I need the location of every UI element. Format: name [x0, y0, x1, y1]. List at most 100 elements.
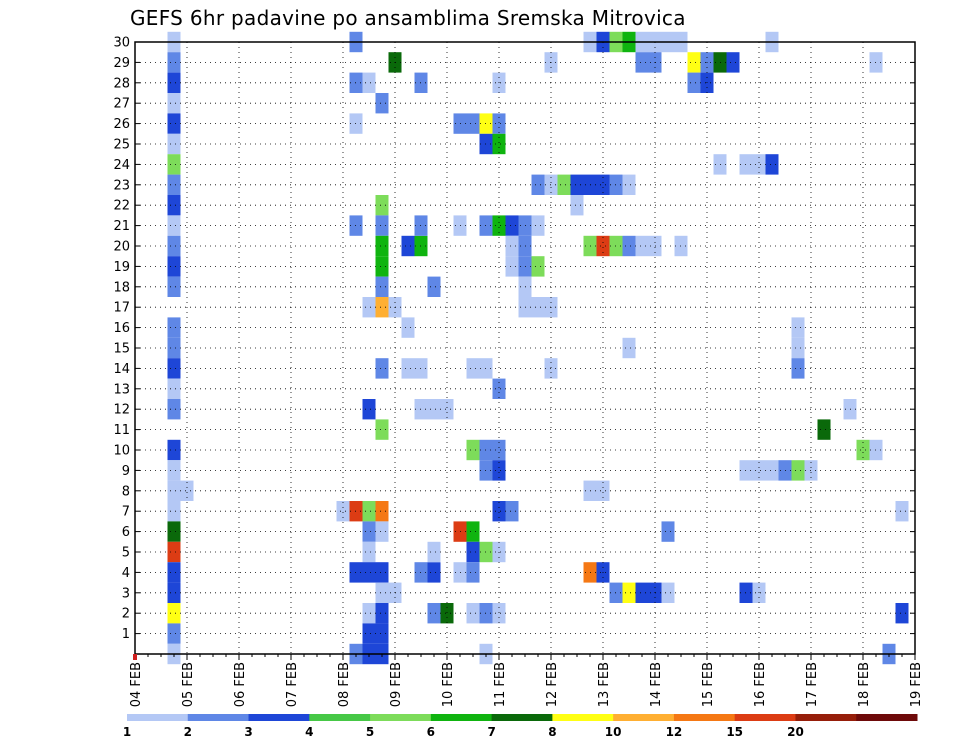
y-tick-label: 30 — [113, 36, 130, 51]
colorbar-swatch — [491, 714, 553, 721]
y-tick-label: 13 — [113, 382, 130, 397]
heatmap-cell — [362, 501, 376, 522]
heatmap-cell — [167, 480, 181, 501]
heatmap-cell — [167, 378, 181, 399]
heatmap-cell — [856, 439, 870, 461]
colorbar-swatch — [127, 714, 189, 721]
x-tick-label: 17 FEB — [805, 662, 820, 707]
y-axis: 1234567891011121314151617181920212223242… — [113, 36, 915, 642]
colorbar-label: 6 — [427, 725, 435, 739]
heatmap-cell — [765, 154, 779, 175]
heatmap-cell — [466, 541, 480, 563]
x-tick-label: 05 FEB — [181, 662, 196, 707]
y-tick-label: 29 — [113, 56, 130, 71]
heatmap-cell — [167, 582, 181, 603]
heatmap-cell — [167, 541, 181, 563]
heatmap-cell — [726, 52, 740, 73]
heatmap-cell — [401, 358, 415, 379]
heatmap-cell — [362, 623, 376, 644]
heatmap-cell — [661, 521, 675, 542]
heatmap-cell — [167, 154, 181, 175]
y-tick-label: 21 — [113, 219, 130, 234]
heatmap-cell — [167, 501, 181, 522]
colorbar-label: 5 — [366, 725, 374, 739]
heatmap-cell — [622, 174, 636, 195]
colorbar-swatch — [734, 714, 796, 721]
heatmap-cells — [167, 31, 909, 665]
heatmap-cell — [375, 603, 389, 624]
heatmap-cell — [427, 276, 441, 297]
heatmap-cell — [596, 174, 610, 195]
heatmap-cell — [492, 460, 506, 481]
heatmap-cell — [622, 337, 636, 359]
x-tick-label: 15 FEB — [701, 662, 716, 707]
heatmap-cell — [167, 93, 181, 114]
heatmap-cell — [895, 603, 909, 624]
heatmap-cell — [466, 439, 480, 461]
x-tick-label: 18 FEB — [857, 662, 872, 707]
x-tick-label: 14 FEB — [649, 662, 664, 707]
heatmap-cell — [375, 297, 389, 318]
heatmap-cell — [375, 419, 389, 440]
heatmap-cell — [167, 195, 181, 216]
heatmap-cell — [375, 623, 389, 644]
heatmap-cell — [362, 297, 376, 318]
colorbar-swatch — [856, 714, 918, 721]
y-tick-label: 15 — [113, 342, 130, 357]
y-tick-label: 23 — [113, 178, 130, 193]
heatmap-cell — [622, 582, 636, 603]
heatmap-cell — [336, 501, 350, 522]
heatmap-cell — [180, 480, 194, 501]
y-tick-label: 7 — [122, 505, 130, 520]
colorbar-swatch — [187, 714, 250, 721]
heatmap-cell — [167, 358, 181, 379]
heatmap-cell — [635, 52, 649, 73]
heatmap-cell — [505, 501, 519, 522]
y-tick-label: 18 — [113, 280, 130, 295]
heatmap-cell — [791, 460, 805, 481]
colorbar-label: 20 — [787, 725, 804, 739]
colorbar-swatch — [552, 714, 614, 721]
colorbar-swatch — [795, 714, 857, 721]
heatmap-cell — [596, 235, 610, 257]
heatmap-cell — [401, 235, 415, 257]
heatmap-cell — [492, 603, 506, 624]
heatmap-cell — [765, 460, 779, 481]
x-tick-label: 06 FEB — [233, 662, 248, 707]
heatmap-cell — [505, 256, 519, 277]
colorbar-label: 3 — [244, 725, 252, 739]
heatmap-cell — [167, 215, 181, 236]
y-tick-label: 20 — [113, 240, 130, 255]
x-tick-label: 08 FEB — [337, 662, 352, 707]
heatmap-cell — [427, 603, 441, 624]
colorbar-label: 12 — [666, 725, 683, 739]
heatmap-cell — [492, 439, 506, 461]
heatmap-cell — [375, 358, 389, 379]
y-tick-label: 26 — [113, 117, 130, 132]
heatmap-cell — [167, 562, 181, 583]
heatmap-cell — [167, 399, 181, 420]
gridlines — [135, 42, 915, 654]
heatmap-cell — [466, 358, 480, 379]
y-tick-label: 3 — [122, 586, 130, 601]
heatmap-cell — [661, 582, 675, 603]
x-tick-label: 10 FEB — [441, 662, 456, 707]
y-tick-label: 1 — [122, 627, 130, 642]
heatmap-cell — [167, 521, 181, 542]
heatmap-cell — [375, 215, 389, 236]
x-tick-label: 16 FEB — [753, 662, 768, 707]
colorbar-label: 7 — [487, 725, 495, 739]
x-axis: 04 FEB 05 FEB 06 FEB 07 FEB 08 FEB 09 FEB 10 F… — [129, 654, 924, 707]
heatmap-cell — [492, 113, 506, 134]
y-tick-label: 27 — [113, 97, 130, 112]
heatmap-cell — [570, 174, 584, 195]
y-tick-label: 5 — [122, 546, 130, 561]
heatmap-cell — [622, 235, 636, 257]
y-tick-label: 19 — [113, 260, 130, 275]
heatmap-cell — [375, 582, 389, 603]
heatmap-cell — [167, 256, 181, 277]
x-tick-label: 04 FEB — [129, 662, 144, 707]
heatmap-cell — [492, 215, 506, 236]
heatmap-cell — [375, 235, 389, 257]
